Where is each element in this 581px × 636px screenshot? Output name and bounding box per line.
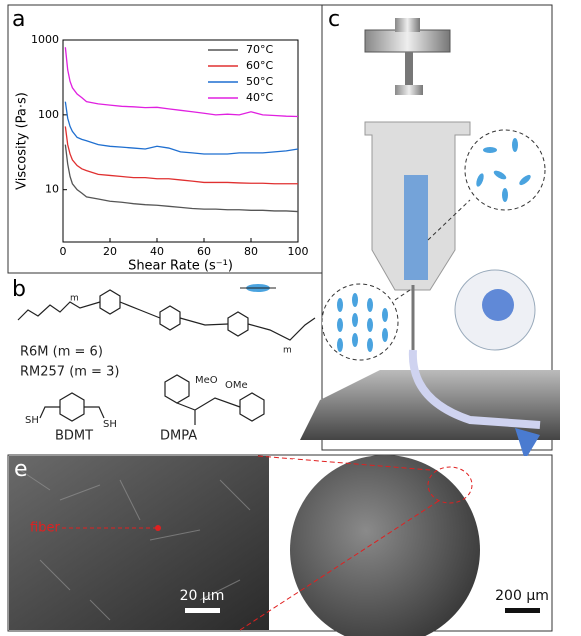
panel-de-frame bbox=[7, 454, 553, 632]
x-axis-label: Shear Rate (s⁻¹) bbox=[128, 259, 233, 274]
atom-label: m bbox=[70, 294, 79, 304]
atom-label: MeO bbox=[195, 375, 218, 386]
annotation: fiber bbox=[30, 521, 60, 536]
x-tick-label: 100 bbox=[288, 245, 309, 258]
x-tick-label: 20 bbox=[103, 245, 117, 258]
x-tick-label: 40 bbox=[150, 245, 164, 258]
y-axis-label: Viscosity (Pa·s) bbox=[15, 92, 30, 190]
sem-image-cross-section bbox=[290, 455, 480, 636]
x-tick-label: 60 bbox=[197, 245, 211, 258]
atom-label: m bbox=[283, 346, 292, 356]
atom-label: SH bbox=[25, 415, 39, 426]
extrusion-diagram bbox=[300, 18, 560, 460]
compound-name: RM257 (m = 3) bbox=[20, 365, 119, 380]
compound-name: BDMT bbox=[55, 429, 93, 444]
panel-label: e bbox=[14, 457, 28, 482]
chemical-structures bbox=[17, 284, 316, 425]
legend-label: 40°C bbox=[246, 91, 273, 104]
scale-bar-label: 20 µm bbox=[180, 588, 225, 604]
panel-label: c bbox=[328, 7, 340, 32]
panel-c-frame bbox=[321, 4, 553, 451]
fiber-dot bbox=[155, 525, 161, 531]
compound-name: DMPA bbox=[160, 429, 197, 444]
y-tick-label: 10 bbox=[45, 183, 59, 196]
atom-label: SH bbox=[103, 419, 117, 430]
y-tick-label: 1000 bbox=[31, 33, 59, 46]
series-line bbox=[64, 144, 299, 213]
scale-bar-label: 200 µm bbox=[495, 588, 549, 604]
x-tick-label: 80 bbox=[244, 245, 258, 258]
legend-label: 70°C bbox=[246, 43, 273, 56]
x-tick-label: 0 bbox=[60, 245, 67, 258]
panel-label: d bbox=[283, 457, 297, 482]
series-line bbox=[64, 101, 299, 155]
series-line bbox=[64, 126, 298, 185]
scale-bar bbox=[185, 608, 220, 613]
panel-label: b bbox=[12, 277, 26, 302]
plot-area bbox=[62, 39, 299, 243]
panel-label: a bbox=[12, 7, 25, 32]
series-line bbox=[64, 47, 299, 118]
sem-image-fiber bbox=[9, 456, 269, 630]
legend-label: 50°C bbox=[246, 75, 273, 88]
sem-texture bbox=[19, 469, 251, 621]
legend-label: 60°C bbox=[246, 59, 273, 72]
atom-label: OMe bbox=[225, 380, 248, 391]
compound-name: R6M (m = 6) bbox=[20, 345, 103, 360]
y-tick-label: 100 bbox=[38, 108, 59, 121]
zoom-region bbox=[427, 466, 473, 504]
scale-bar bbox=[505, 608, 540, 613]
zoom-line bbox=[257, 455, 431, 471]
